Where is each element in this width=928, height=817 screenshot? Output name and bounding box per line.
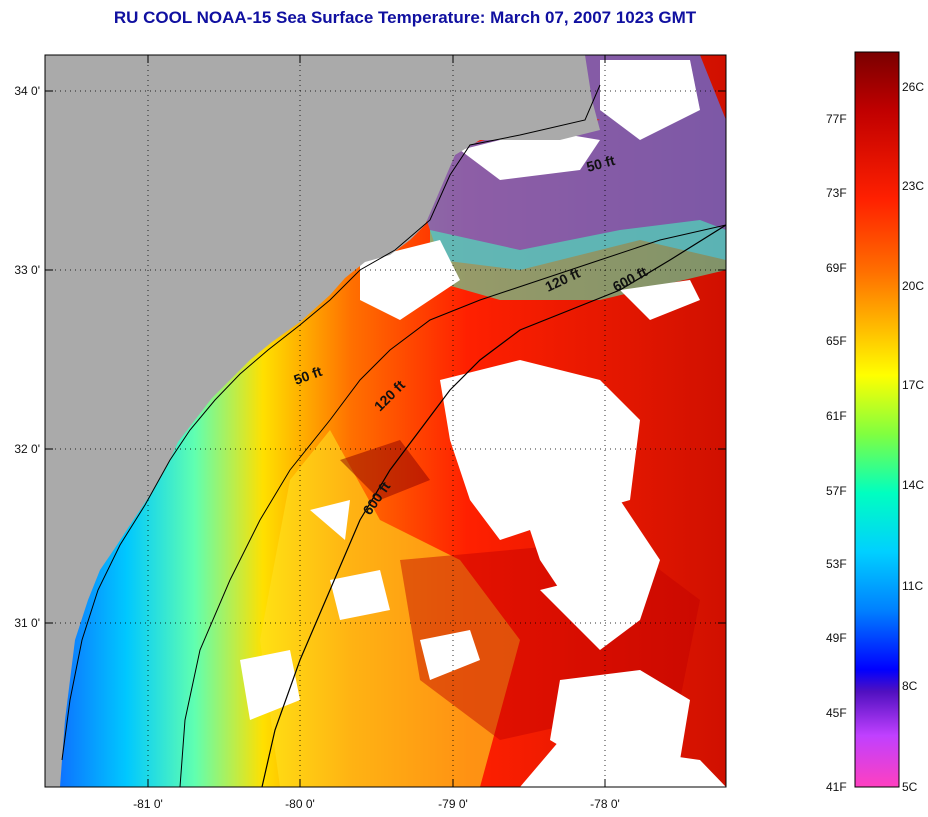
cbar-c-8: 8C	[902, 679, 918, 693]
cbar-c-5: 5C	[902, 780, 918, 794]
map-frame	[44, 54, 727, 788]
cbar-c-14: 14C	[902, 478, 924, 492]
cbar-f-45: 45F	[826, 706, 847, 720]
cbar-f-69: 69F	[826, 261, 847, 275]
cbar-f-53: 53F	[826, 557, 847, 571]
lon-label-79: -79 0'	[438, 797, 468, 811]
cbar-f-77: 77F	[826, 112, 847, 126]
cbar-f-65: 65F	[826, 334, 847, 348]
lat-label-32: 32 0'	[14, 442, 40, 456]
cbar-c-17: 17C	[902, 378, 924, 392]
gulf-stream-eddy	[340, 440, 430, 500]
contour-label-50ft-north: 50 ft	[585, 152, 617, 175]
map-title: RU COOL NOAA-15 Sea Surface Temperature:…	[113, 8, 697, 27]
cbar-f-57: 57F	[826, 484, 847, 498]
cbar-f-61: 61F	[826, 409, 847, 423]
tick-marks	[45, 55, 726, 787]
lat-label-33: 33 0'	[14, 263, 40, 277]
cbar-f-49: 49F	[826, 631, 847, 645]
lon-label-80: -80 0'	[285, 797, 315, 811]
cbar-c-11: 11C	[902, 579, 923, 593]
shelf-water-band	[430, 220, 726, 300]
cbar-c-23: 23C	[902, 179, 924, 193]
contour-120ft	[179, 224, 726, 787]
contour-600ft	[261, 224, 726, 787]
land-mass	[45, 55, 600, 787]
cbar-f-73: 73F	[826, 186, 847, 200]
lon-label-81: -81 0'	[133, 797, 163, 811]
cbar-c-26: 26C	[902, 80, 924, 94]
lon-label-78: -78 0'	[590, 797, 620, 811]
lat-label-34: 34 0'	[14, 84, 40, 98]
coastline	[61, 84, 601, 761]
cbar-c-20: 20C	[902, 279, 924, 293]
cbar-f-41: 41F	[826, 780, 847, 794]
lat-label-31: 31 0'	[14, 616, 40, 630]
graticule	[45, 55, 726, 787]
colorbar-swatch	[854, 51, 900, 788]
